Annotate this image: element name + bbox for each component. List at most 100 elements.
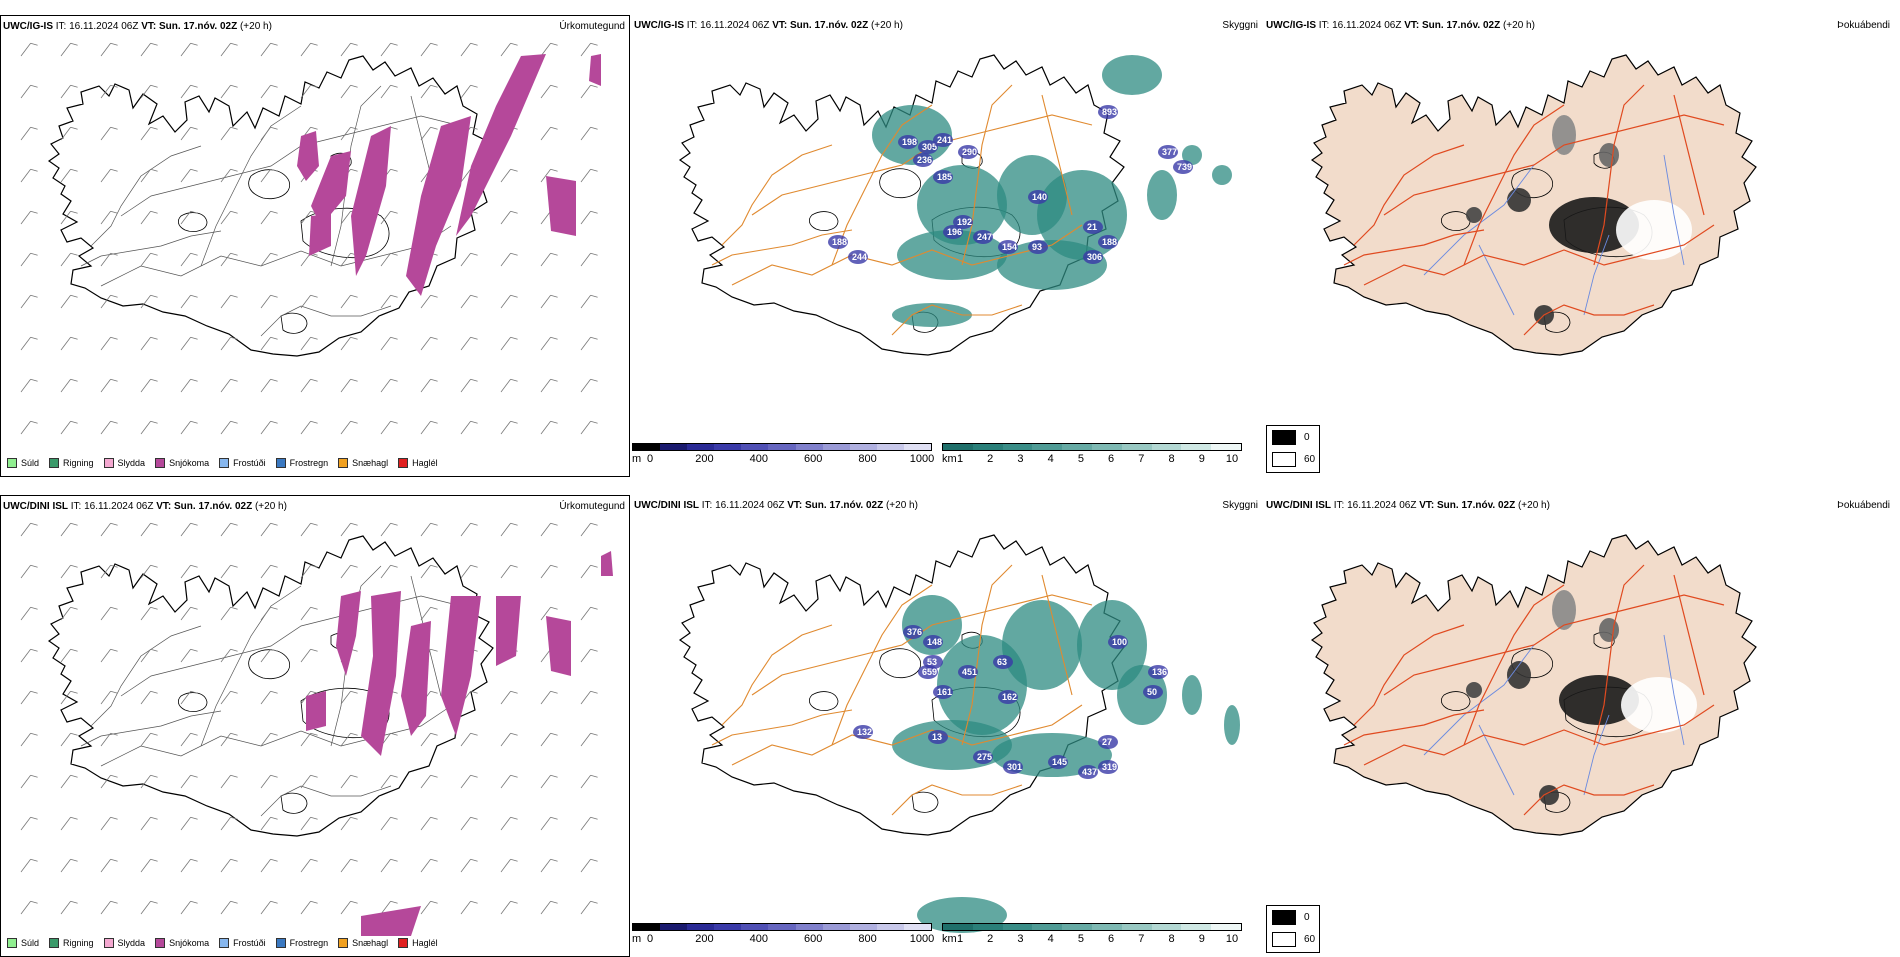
- cloud-base-patch: [913, 153, 933, 167]
- colorbar-tick: 7: [1138, 933, 1145, 945]
- wind-barb: [380, 774, 391, 789]
- wind-barb-flag: [310, 126, 318, 130]
- wind-barb: [20, 606, 31, 621]
- wind-barb-flag: [270, 900, 278, 904]
- wind-barb-flag: [70, 648, 78, 652]
- map-canvas: [20, 42, 601, 435]
- glacier-outline: [879, 648, 922, 679]
- wind-barb-flag: [590, 126, 598, 130]
- wind-barb-flag: [110, 858, 118, 862]
- wind-barb: [300, 690, 311, 705]
- wind-barb-flag: [510, 900, 518, 904]
- visibility-area: [892, 720, 1012, 770]
- cloud-base-value: 198: [902, 137, 917, 147]
- wind-barb: [460, 42, 471, 57]
- wind-barb-flag: [190, 294, 198, 298]
- wind-barb-flag: [430, 858, 438, 862]
- snow-area: [336, 591, 361, 676]
- wind-barb: [100, 378, 111, 393]
- wind-barb-flag: [510, 42, 518, 46]
- visibility-area: [1102, 55, 1162, 95]
- wind-barb: [220, 42, 231, 57]
- wind-barb: [100, 648, 111, 663]
- wind-barb: [380, 42, 391, 57]
- wind-barb: [500, 690, 511, 705]
- wind-barb-flag: [110, 606, 118, 610]
- cloud-base-patch: [958, 665, 978, 679]
- cloud-base-value: 185: [937, 172, 952, 182]
- wind-barb: [140, 378, 151, 393]
- wind-barb: [60, 336, 71, 351]
- legend-item: Rigning: [49, 938, 94, 948]
- wind-barb: [340, 564, 351, 579]
- visibility-area: [1212, 165, 1232, 185]
- snow-area: [441, 596, 481, 736]
- legend-swatch: [155, 938, 166, 948]
- colorbar-tick: 600: [804, 453, 823, 465]
- wind-barb-flag: [190, 774, 198, 778]
- wind-barb-flag: [590, 336, 598, 340]
- road: [100, 705, 452, 767]
- wind-barb: [260, 732, 271, 747]
- wind-barb-flag: [230, 84, 238, 88]
- wind-barb: [460, 900, 471, 915]
- lead-time: (+20 h): [1517, 500, 1550, 511]
- wind-barb: [380, 378, 391, 393]
- wind-barb-flag: [590, 210, 598, 214]
- fog-area: [1599, 618, 1619, 642]
- wind-barb-flag: [390, 294, 398, 298]
- wind-barb-flag: [110, 252, 118, 256]
- legend-label: Snjókoma: [169, 938, 210, 948]
- legend-swatch: [219, 938, 230, 948]
- wind-barb-flag: [550, 252, 558, 256]
- cloud-base-colorbar: m 0 200 400 600 800 1000: [632, 923, 934, 949]
- legend-swatch: [275, 458, 286, 468]
- wind-barb-flag: [350, 900, 358, 904]
- wind-barb-flag: [230, 252, 238, 256]
- wind-barb: [580, 858, 591, 873]
- snow-area: [406, 116, 471, 296]
- wind-barb: [220, 900, 231, 915]
- cloud-base-value: 93: [1032, 242, 1042, 252]
- wind-barb-flag: [310, 816, 318, 820]
- init-time: 16.11.2024 06Z: [1332, 20, 1402, 31]
- wind-barb-flag: [470, 732, 478, 736]
- wind-barb-flag: [390, 378, 398, 382]
- road: [891, 784, 1023, 816]
- wind-barb-flag: [230, 648, 238, 652]
- road: [260, 785, 392, 817]
- wind-barb: [260, 816, 271, 831]
- wind-barb-flag: [510, 774, 518, 778]
- road: [200, 105, 302, 267]
- wind-barb-flag: [430, 336, 438, 340]
- cloud-base-value: 306: [1087, 252, 1102, 262]
- wind-barb-flag: [470, 294, 478, 298]
- road: [1673, 574, 1705, 696]
- wind-barb-flag: [470, 522, 478, 526]
- wind-barb-flag: [270, 858, 278, 862]
- wind-barb-flag: [590, 900, 598, 904]
- road: [961, 564, 1013, 746]
- wind-barb: [20, 900, 31, 915]
- wind-barb: [380, 900, 391, 915]
- wind-barb-flag: [590, 606, 598, 610]
- wind-barb: [420, 42, 431, 57]
- wind-barb: [260, 252, 271, 267]
- colorbar-tick: 2: [987, 933, 994, 945]
- panel-header: UWC/DINI ISL IT: 16.11.2024 06Z VT: Sun.…: [1266, 500, 1550, 511]
- legend-swatch: [398, 458, 409, 468]
- road: [90, 625, 202, 727]
- wind-barb: [100, 126, 111, 141]
- wind-barb: [300, 84, 311, 99]
- legend-item: Rigning: [49, 458, 94, 468]
- wind-barb: [580, 606, 591, 621]
- wind-barb-flag: [590, 522, 598, 526]
- wind-barb: [140, 564, 151, 579]
- wind-barb: [540, 732, 551, 747]
- wind-barb: [300, 732, 311, 747]
- wind-barb: [140, 42, 151, 57]
- wind-barb: [180, 606, 191, 621]
- colorbar-tick: 3: [1017, 933, 1024, 945]
- snow-areas: [306, 551, 613, 936]
- cloud-base-value: 290: [962, 147, 977, 157]
